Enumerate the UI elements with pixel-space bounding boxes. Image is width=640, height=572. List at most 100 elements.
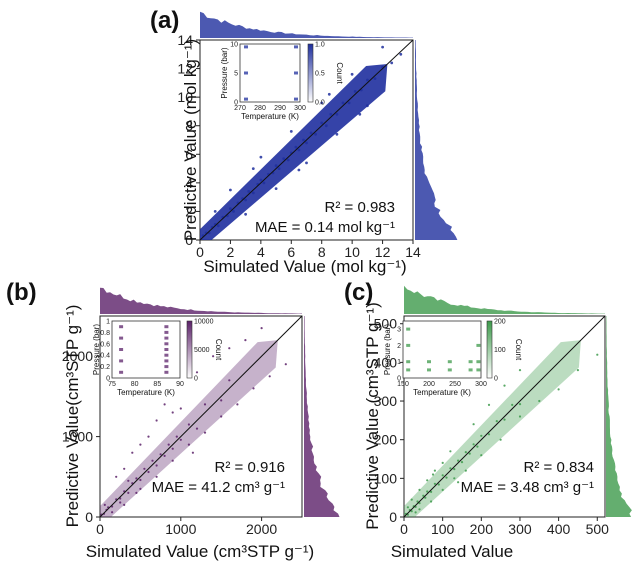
data-point: [390, 61, 394, 65]
inset-cell: [476, 360, 481, 364]
data-point: [259, 178, 263, 182]
data-point: [294, 145, 298, 149]
data-point: [335, 112, 339, 116]
data-point: [453, 477, 456, 480]
inset-y-tick-label: 0: [106, 376, 110, 383]
inset-cell: [164, 342, 169, 346]
data-point: [468, 452, 471, 455]
inset-x-tick-label: 85: [153, 381, 161, 388]
colorbar-tick-label: 100: [494, 347, 506, 354]
inset-heatmap: 150 200 250 300 0 1 2 3 Temperature (K) Pressure …: [383, 319, 523, 398]
colorbar-tick-label: 0.0: [315, 100, 325, 107]
data-point: [274, 164, 278, 168]
data-point: [406, 506, 409, 509]
data-point: [441, 488, 444, 491]
inset-x-tick-label: 270: [234, 105, 246, 112]
data-point: [127, 491, 130, 494]
data-point: [203, 403, 207, 406]
inset-y-tick-label: 0.2: [100, 364, 110, 371]
data-point: [457, 459, 460, 462]
colorbar-tick-label: 0: [494, 376, 498, 383]
inset-y-tick-label: 0: [234, 100, 238, 107]
colorbar-tick-label: 0: [194, 376, 198, 383]
x-tick-label: 1000: [165, 521, 196, 537]
data-point: [576, 369, 580, 372]
data-point: [151, 459, 154, 462]
data-point: [518, 369, 522, 372]
inset-cell: [447, 368, 452, 372]
data-point: [464, 451, 467, 454]
data-point: [252, 387, 255, 390]
data-point: [244, 198, 248, 202]
inset-y-tick-label: 1: [397, 359, 401, 366]
inset-frame: [239, 43, 301, 103]
x-tick-label: 14: [405, 244, 421, 260]
inset-cell: [294, 97, 298, 101]
inset-cell: [476, 343, 481, 347]
data-point: [305, 161, 308, 165]
panel-label: (c): [344, 279, 373, 306]
data-point: [422, 494, 425, 497]
inset-y-label: Pressure (bar): [92, 324, 101, 375]
y-tick-label: 2000: [62, 348, 93, 364]
x-tick-label: 6: [287, 244, 295, 260]
inset-y-tick-label: 3: [397, 327, 401, 334]
data-point: [460, 461, 464, 464]
data-point: [320, 101, 324, 105]
y-axis-label: Predictive Value(cm³STP g⁻¹): [63, 305, 82, 528]
colorbar: [486, 320, 493, 379]
inset-cell: [468, 368, 473, 372]
data-point: [309, 131, 313, 135]
data-point: [260, 327, 263, 330]
data-point: [286, 158, 290, 162]
inset-x-tick-label: 150: [397, 381, 409, 388]
data-point: [416, 500, 419, 503]
x-axis-label: Simulated Value: [391, 542, 514, 561]
data-point: [259, 155, 263, 159]
data-point: [179, 438, 182, 441]
data-point: [111, 511, 114, 514]
data-point: [187, 423, 190, 426]
data-point: [139, 478, 142, 482]
inset-cell: [164, 359, 169, 363]
inset-cell: [476, 368, 481, 372]
identity-line: [99, 315, 303, 518]
data-point: [350, 72, 354, 76]
data-point: [399, 52, 403, 56]
data-point: [229, 188, 232, 192]
inset-x-tick-label: 80: [131, 381, 139, 388]
data-point: [426, 479, 429, 482]
data-point: [135, 491, 138, 494]
inset-y-label: Pressure (bar): [220, 47, 229, 98]
data-point: [139, 487, 142, 490]
data-point: [228, 347, 231, 350]
marginal-hist-right: [606, 316, 632, 517]
x-axis-label: Simulated Value (cm³STP g⁻¹): [86, 542, 314, 561]
r2-annotation: R² = 0.983: [325, 199, 395, 216]
y-tick-label: 0: [85, 509, 93, 525]
data-point: [274, 187, 278, 191]
data-point: [433, 469, 436, 472]
x-tick-label: 2: [227, 244, 235, 260]
data-point: [123, 503, 126, 506]
data-point: [195, 427, 199, 430]
data-point: [441, 474, 444, 477]
data-point: [426, 490, 429, 493]
inset-y-tick-label: 0.4: [100, 353, 110, 360]
data-point: [314, 132, 317, 136]
panel-2: (b) 0 1000 2000 0 1000 2000 Simulated Value (cm…: [6, 279, 340, 561]
data-point: [119, 501, 122, 504]
marginal-hist-top: [404, 285, 605, 314]
x-tick-label: 12: [375, 244, 391, 260]
data-point: [324, 124, 328, 128]
marginal-hist-top: [200, 11, 413, 39]
colorbar-tick-label: 0.5: [315, 71, 325, 78]
mae-annotation: MAE = 0.14 mol kg⁻¹: [255, 219, 395, 236]
inset-cell: [294, 71, 298, 75]
y-tick-label: 300: [374, 393, 398, 409]
inset-x-tick-label: 200: [423, 381, 435, 388]
data-point: [476, 445, 479, 448]
data-point: [410, 510, 413, 513]
inset-cell: [447, 360, 452, 364]
x-tick-label: 8: [318, 244, 326, 260]
